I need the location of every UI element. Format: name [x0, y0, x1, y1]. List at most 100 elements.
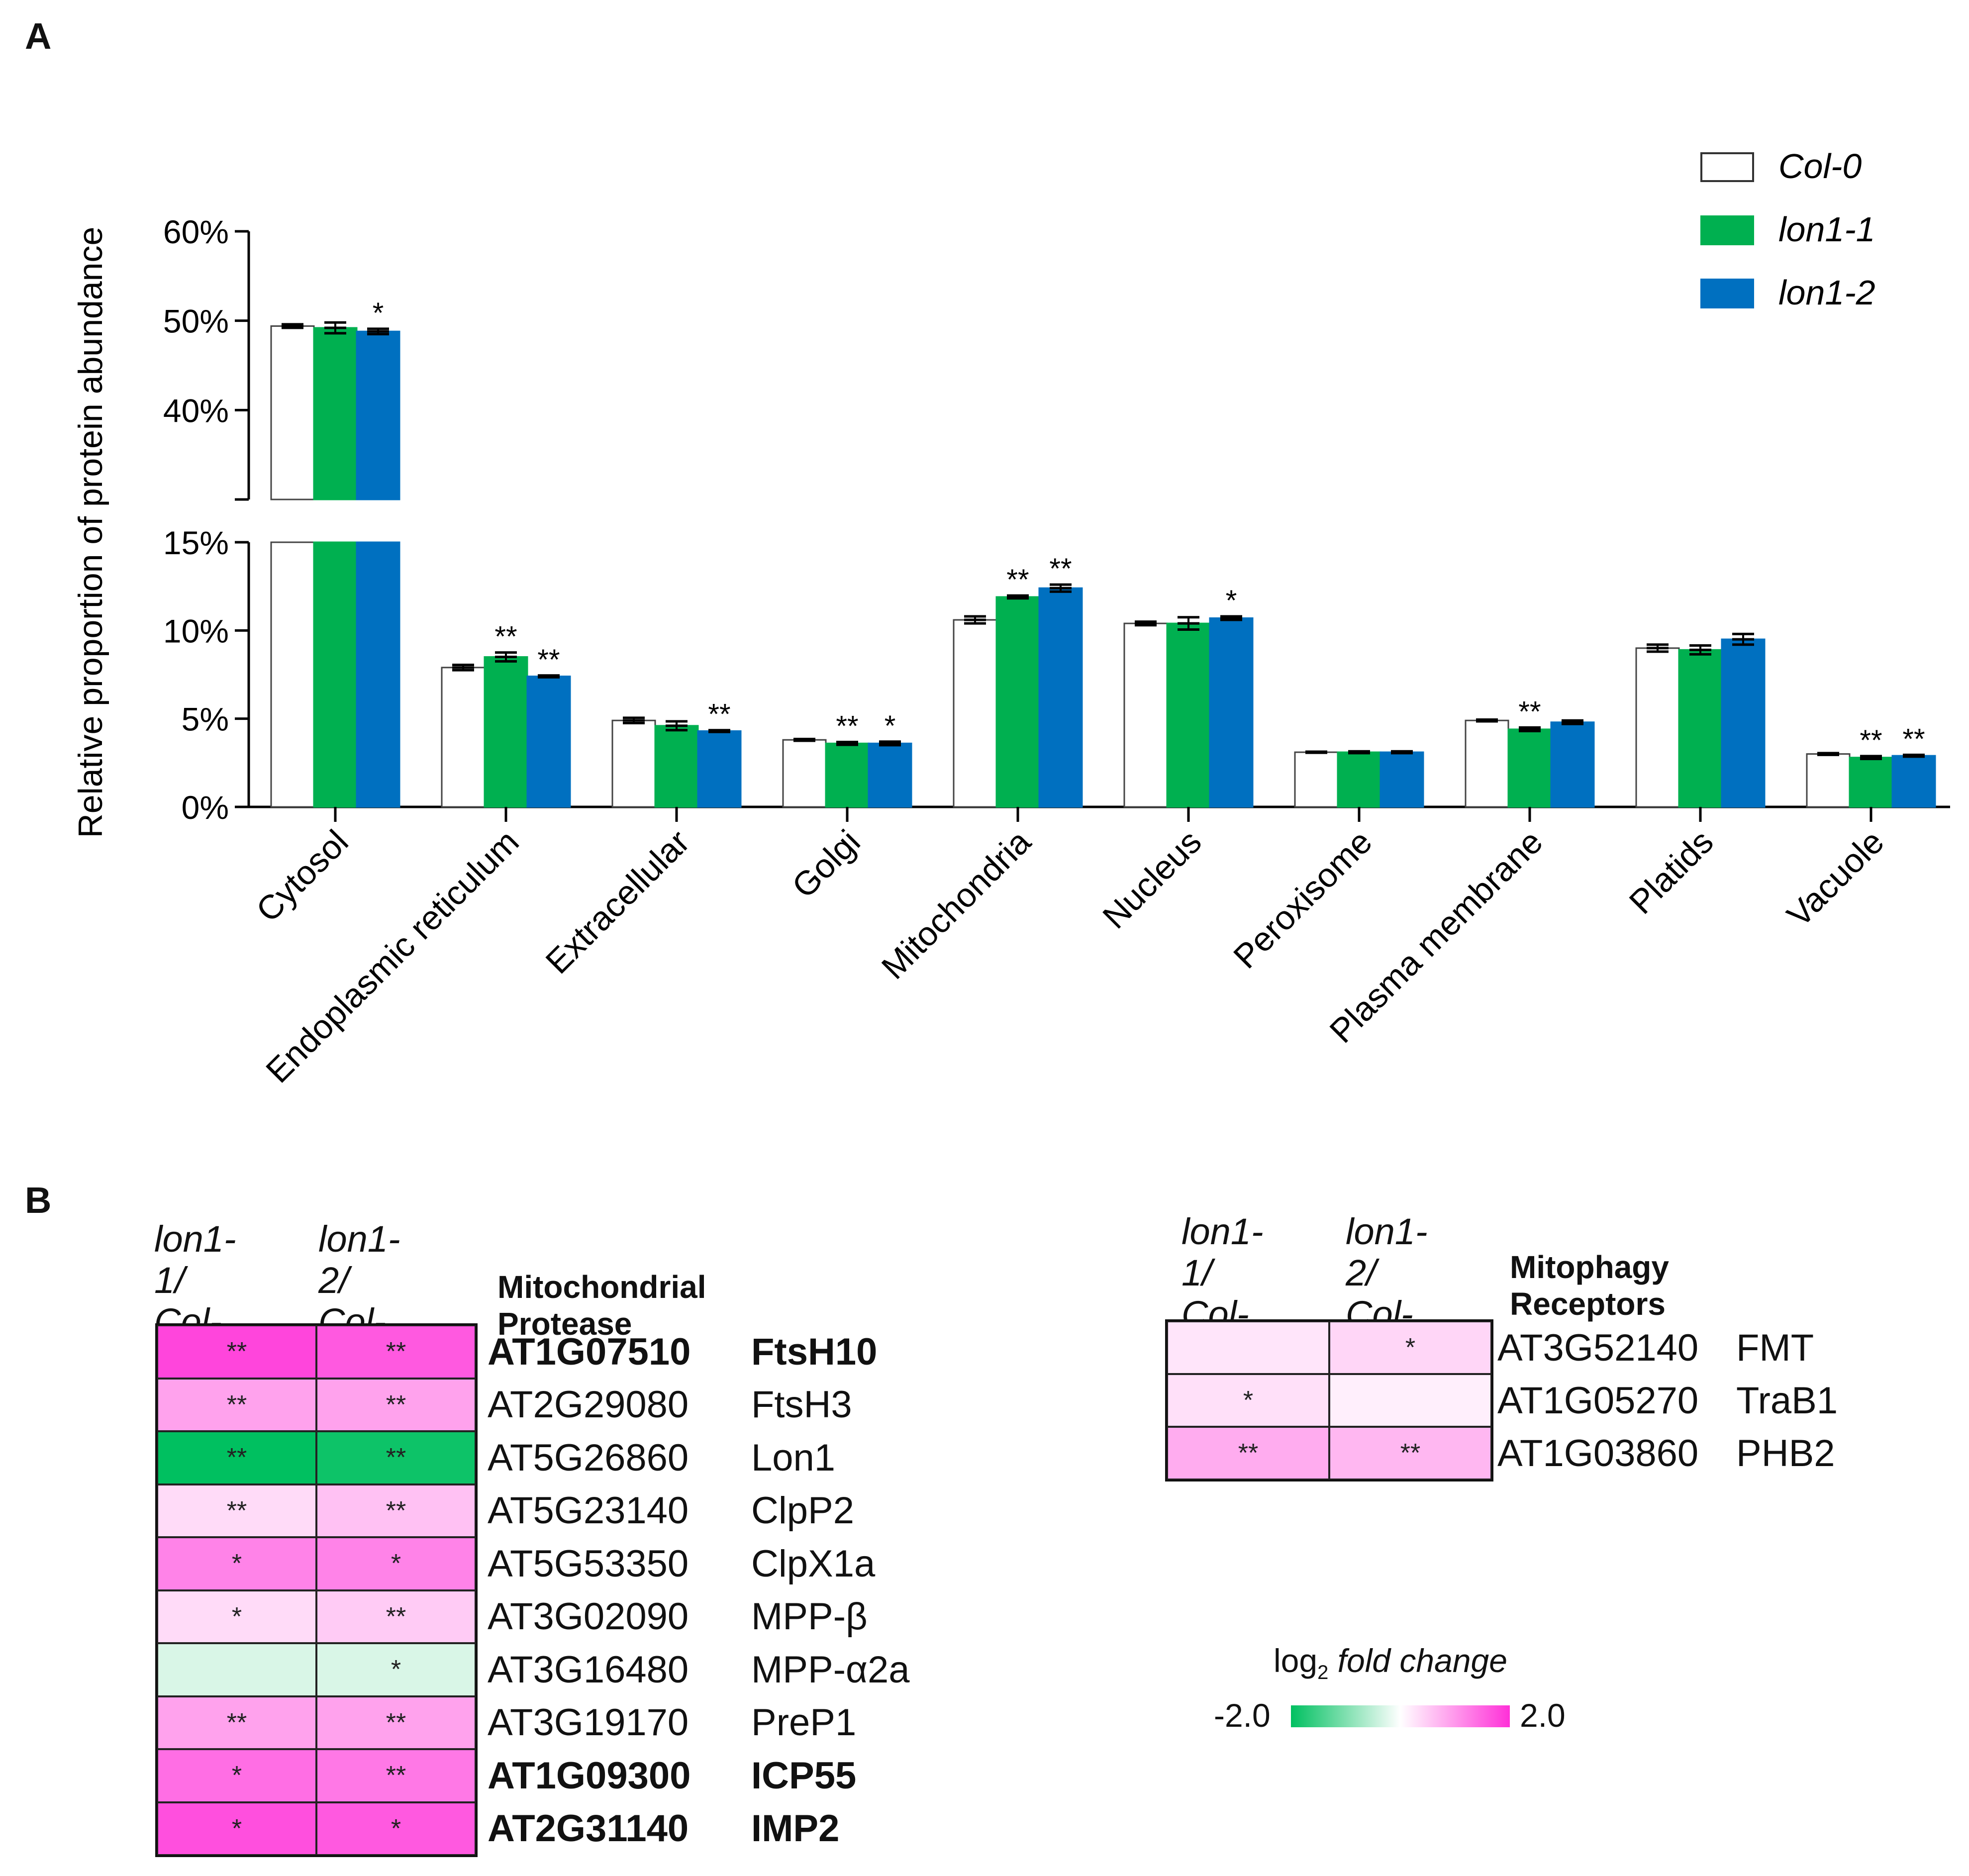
protein-name: MPP-β — [751, 1595, 868, 1638]
bar-Col-0-Peroxisome — [1294, 751, 1339, 808]
heatmap-cell: ** — [157, 1378, 316, 1431]
protein-name: FtsH10 — [751, 1330, 878, 1373]
gene-id: AT2G29080 — [488, 1383, 689, 1426]
bar-lon1-1-Cytosol-upper — [313, 327, 358, 500]
y-tick-label: 60% — [163, 213, 229, 250]
heatmap-cell: ** — [316, 1431, 476, 1484]
significance-marker: ** — [836, 710, 858, 742]
legend-label-Col-0: Col-0 — [1778, 147, 1862, 186]
gene-id: AT3G19170 — [488, 1701, 689, 1744]
bar-Col-0-Golgi — [782, 739, 827, 808]
bar-lon1-2-Peroxisome — [1379, 751, 1424, 808]
heatmap-cell: ** — [1329, 1427, 1491, 1480]
panel-label-a: A — [25, 15, 52, 57]
bar-Col-0-Cytosol — [270, 541, 315, 808]
significance-marker: ** — [1902, 723, 1925, 755]
bar-Col-0-Endoplasmic reticulum — [441, 667, 486, 808]
heatmap-row-label: AT3G02090 MPP-β — [488, 1590, 909, 1644]
protein-name: MPP-α2a — [751, 1648, 910, 1691]
y-tick-label: 50% — [163, 303, 229, 340]
x-tick-label: Nucleus — [1095, 823, 1208, 936]
gene-id: AT5G53350 — [488, 1542, 689, 1585]
heatmap-left-row-labels: AT1G07510 FtsH10 AT2G29080 FtsH3 AT5G26860 Lo… — [488, 1325, 909, 1855]
bar-Col-0-Vacuole — [1806, 753, 1851, 808]
bar-lon1-2-Cytosol — [356, 541, 400, 808]
heatmap-left-title: Mitochondrial Protease — [497, 1269, 706, 1342]
bar-lon1-2-Endoplasmic reticulum — [526, 676, 571, 808]
y-tick-label: 10% — [163, 612, 229, 649]
color-legend-min-label: -2.0 — [1214, 1697, 1271, 1734]
legend-label-lon1-1: lon1-1 — [1778, 210, 1875, 249]
heatmap-cell: * — [157, 1749, 316, 1802]
protein-name: ICP55 — [751, 1754, 857, 1797]
color-legend-max-label: 2.0 — [1520, 1697, 1566, 1734]
heatmap-row-label: AT2G31140 IMP2 — [488, 1802, 909, 1856]
y-tick-label: 0% — [182, 789, 229, 826]
heatmap-cell: ** — [316, 1749, 476, 1802]
significance-marker: ** — [1860, 724, 1882, 757]
heatmap-cell — [157, 1643, 316, 1696]
heatmap-cell: ** — [157, 1696, 316, 1749]
heatmap-cell: * — [157, 1802, 316, 1855]
bar-lon1-2-Plasma membrane — [1550, 721, 1595, 808]
heatmap-left-grid: ** ** ** ** ** ** ** ** * * * ** * ** ** * ** * * — [155, 1323, 478, 1857]
gene-id: AT5G26860 — [488, 1436, 689, 1479]
bar-lon1-1-Nucleus — [1166, 622, 1211, 808]
legend-swatch-lon1-1 — [1700, 215, 1754, 245]
heatmap-row-label: AT5G23140 ClpP2 — [488, 1484, 909, 1538]
significance-marker: * — [885, 710, 896, 742]
bar-lon1-1-Endoplasmic reticulum — [484, 656, 528, 808]
protein-name: ClpP2 — [751, 1489, 854, 1532]
gene-id: AT1G05270 — [1497, 1379, 1699, 1422]
bar-lon1-1-Extracellular — [654, 725, 699, 808]
heatmap-cell: * — [316, 1643, 476, 1696]
bar-Col-0-Cytosol-upper — [270, 325, 315, 500]
bar-Col-0-Plasma membrane — [1465, 719, 1509, 808]
gene-id: AT3G02090 — [488, 1595, 689, 1638]
heatmap-cell: * — [316, 1537, 476, 1590]
x-tick-label: Mitochondria — [875, 823, 1038, 987]
significance-marker: * — [1226, 585, 1237, 617]
heatmap-cell: ** — [157, 1431, 316, 1484]
x-tick-label: Platids — [1622, 823, 1721, 921]
heatmap-right-row-labels: AT3G52140 FMT AT1G05270 TraB1 AT1G03860 PHB2 — [1497, 1321, 1838, 1480]
bar-lon1-2-Vacuole — [1891, 755, 1936, 808]
color-legend-bar — [1291, 1705, 1510, 1727]
heatmap-cell: ** — [316, 1325, 476, 1379]
bar-lon1-1-Plasma membrane — [1507, 728, 1552, 808]
heatmap-cell: * — [316, 1802, 476, 1855]
protein-name: PreP1 — [751, 1701, 857, 1744]
heatmap-row-label: AT3G19170 PreP1 — [488, 1696, 909, 1750]
bar-lon1-2-Platids — [1721, 638, 1766, 808]
significance-marker: * — [373, 297, 384, 329]
bar-Col-0-Platids — [1635, 647, 1680, 808]
panel-label-b: B — [25, 1180, 52, 1221]
heatmap-cell: ** — [157, 1325, 316, 1379]
legend-swatch-lon1-2 — [1700, 279, 1754, 308]
legend-swatch-Col-0 — [1700, 152, 1754, 182]
y-axis-title: Relative proportion of protein abundance — [72, 227, 109, 838]
bar-lon1-1-Vacuole — [1849, 757, 1893, 808]
gene-id: AT2G31140 — [488, 1807, 689, 1850]
significance-marker: ** — [1518, 695, 1541, 728]
heatmap-cell: ** — [157, 1484, 316, 1537]
bar-lon1-1-Peroxisome — [1337, 751, 1381, 808]
heatmap-cell — [1167, 1321, 1329, 1374]
significance-marker: ** — [708, 698, 730, 731]
bar-lon1-2-Cytosol-upper — [356, 330, 400, 500]
color-legend-title: log2 fold change — [1274, 1642, 1507, 1684]
gene-id: AT5G23140 — [488, 1489, 689, 1532]
heatmap-row-label: AT1G07510 FtsH10 — [488, 1325, 909, 1379]
protein-name: Lon1 — [751, 1436, 836, 1479]
y-tick-label: 5% — [182, 701, 229, 738]
heatmap-right-grid: * * ** ** — [1165, 1319, 1493, 1481]
bar-lon1-2-Mitochondria — [1038, 587, 1083, 808]
protein-name: ClpX1a — [751, 1542, 876, 1585]
gene-id: AT1G09300 — [488, 1754, 691, 1797]
significance-marker: ** — [494, 621, 517, 653]
heatmap-cell: ** — [316, 1590, 476, 1643]
significance-marker: ** — [1049, 553, 1072, 585]
bar-lon1-1-Cytosol — [313, 541, 358, 808]
bar-lon1-2-Extracellular — [697, 730, 742, 808]
bar-lon1-1-Platids — [1678, 649, 1723, 808]
